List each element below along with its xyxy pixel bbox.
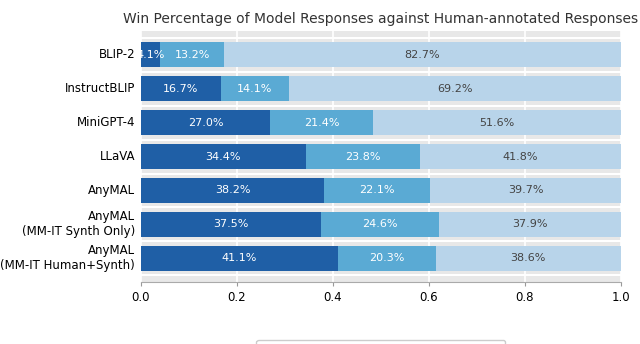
Text: 16.7%: 16.7% <box>163 84 198 94</box>
Text: 23.8%: 23.8% <box>346 151 381 162</box>
Text: 21.4%: 21.4% <box>304 118 339 128</box>
Text: 37.5%: 37.5% <box>213 219 248 229</box>
Bar <box>270 110 373 135</box>
Bar <box>373 110 621 135</box>
Bar <box>338 246 435 271</box>
Bar <box>224 42 621 67</box>
Text: 41.1%: 41.1% <box>221 254 257 264</box>
Bar <box>161 42 224 67</box>
Bar <box>306 144 420 169</box>
Text: 39.7%: 39.7% <box>508 185 543 195</box>
Bar <box>141 76 221 101</box>
Text: 13.2%: 13.2% <box>175 50 210 60</box>
Bar <box>141 42 161 67</box>
Text: 69.2%: 69.2% <box>437 84 472 94</box>
Bar <box>141 212 321 237</box>
Bar <box>321 212 439 237</box>
Bar <box>141 246 338 271</box>
Text: 51.6%: 51.6% <box>479 118 515 128</box>
Legend: Win, Tie, Lose: Win, Tie, Lose <box>256 340 506 344</box>
Bar <box>289 76 621 101</box>
Bar <box>420 144 621 169</box>
Text: 41.8%: 41.8% <box>503 151 538 162</box>
Text: 27.0%: 27.0% <box>188 118 223 128</box>
Bar <box>141 178 324 203</box>
Text: 24.6%: 24.6% <box>362 219 397 229</box>
Bar <box>324 178 430 203</box>
Bar <box>221 76 289 101</box>
Text: 20.3%: 20.3% <box>369 254 404 264</box>
Text: 38.2%: 38.2% <box>215 185 250 195</box>
Text: 14.1%: 14.1% <box>237 84 273 94</box>
Text: 82.7%: 82.7% <box>404 50 440 60</box>
Title: Win Percentage of Model Responses against Human-annotated Responses: Win Percentage of Model Responses agains… <box>124 12 638 25</box>
Bar <box>430 178 621 203</box>
Bar <box>141 144 306 169</box>
Bar <box>435 246 621 271</box>
Text: 34.4%: 34.4% <box>205 151 241 162</box>
Bar <box>141 110 270 135</box>
Text: 4.1%: 4.1% <box>136 50 165 60</box>
Bar <box>439 212 621 237</box>
Text: 37.9%: 37.9% <box>512 219 548 229</box>
Text: 22.1%: 22.1% <box>360 185 395 195</box>
Text: 38.6%: 38.6% <box>511 254 546 264</box>
